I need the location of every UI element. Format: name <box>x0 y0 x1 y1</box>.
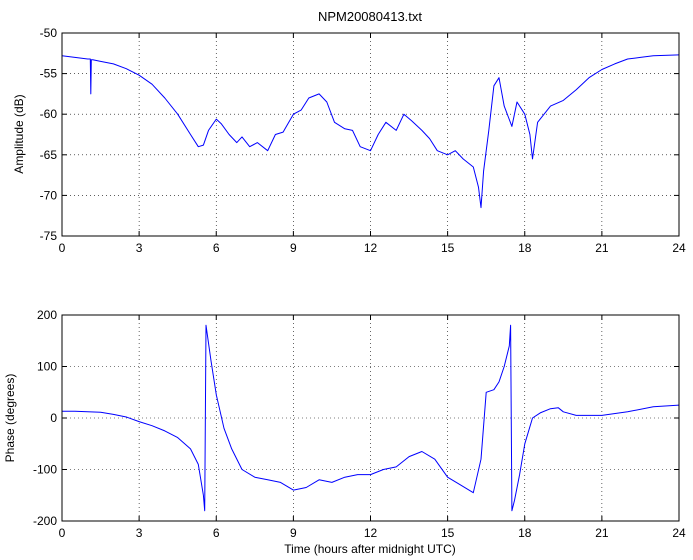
phase-x-tick-label: 12 <box>364 526 378 540</box>
phase-x-tick-label: 15 <box>441 526 455 540</box>
amplitude-x-tick-label: 6 <box>213 241 220 255</box>
amplitude-series <box>61 54 680 209</box>
amplitude-x-tick-label: 18 <box>518 241 532 255</box>
amplitude-x-tick-label: 0 <box>59 241 66 255</box>
chart-title: NPM20080413.txt <box>318 9 422 24</box>
phase-x-tick-label: 0 <box>59 526 66 540</box>
phase-x-axis-label: Time (hours after midnight UTC) <box>284 542 456 556</box>
amplitude-y-tick-label: -60 <box>40 107 58 121</box>
amplitude-y-tick-label: -50 <box>40 26 58 40</box>
phase-x-tick-label: 24 <box>672 526 686 540</box>
phase-x-tick-label: 3 <box>136 526 143 540</box>
phase-x-tick-label: 18 <box>518 526 532 540</box>
phase-y-tick-label: 200 <box>37 308 57 322</box>
phase-grid <box>62 315 679 521</box>
phase-y-tick-label: -100 <box>33 463 57 477</box>
phase-series <box>62 324 680 512</box>
phase-y-tick-label: 0 <box>50 411 57 425</box>
amplitude-y-tick-label: -70 <box>40 188 58 202</box>
amplitude-y-tick-label: -65 <box>40 148 58 162</box>
amplitude-y-tick-label: -75 <box>40 229 58 243</box>
amplitude-ticks: 0 3 6 9 12 15 18 21 24 -75 -70 -65 -60 -55 -50 <box>40 26 686 255</box>
phase-x-tick-label: 21 <box>595 526 609 540</box>
amplitude-series-line <box>61 54 680 209</box>
amplitude-grid <box>62 33 679 236</box>
amplitude-x-tick-label: 9 <box>290 241 297 255</box>
amplitude-x-tick-label: 15 <box>441 241 455 255</box>
phase-y-axis-label: Phase (degrees) <box>3 374 17 463</box>
phase-ticks: 0 3 6 9 12 15 18 21 24 -200 -100 0 100 200 <box>33 308 686 540</box>
phase-x-tick-label: 9 <box>290 526 297 540</box>
amplitude-x-tick-label: 12 <box>364 241 378 255</box>
amplitude-y-tick-label: -55 <box>40 67 58 81</box>
amplitude-axes: NPM20080413.txt 0 3 6 9 12 15 18 21 24 -75 -70 -65 -… <box>12 9 686 255</box>
amplitude-x-tick-label: 24 <box>672 241 686 255</box>
phase-plot-frame <box>61 314 680 522</box>
phase-series-line <box>62 324 680 512</box>
phase-x-tick-label: 6 <box>213 526 220 540</box>
amplitude-x-tick-label: 3 <box>136 241 143 255</box>
phase-y-tick-label: 100 <box>37 360 57 374</box>
amplitude-plot-frame <box>61 32 680 237</box>
amplitude-y-axis-label: Amplitude (dB) <box>12 94 26 173</box>
amplitude-x-tick-label: 21 <box>595 241 609 255</box>
phase-axes: 0 3 6 9 12 15 18 21 24 -200 -100 0 100 200 Phase (deg… <box>3 308 686 556</box>
phase-y-tick-label: -200 <box>33 514 57 528</box>
